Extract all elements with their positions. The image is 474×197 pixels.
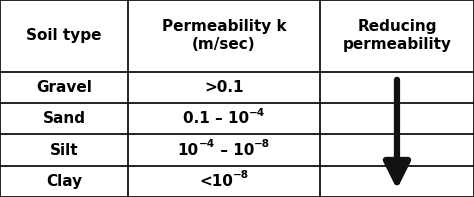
Text: −4: −4: [249, 108, 265, 118]
Text: Reducing
permeability: Reducing permeability: [343, 20, 451, 52]
Text: 0.1 – 10: 0.1 – 10: [183, 111, 249, 126]
Text: −4: −4: [199, 139, 215, 149]
Text: −8: −8: [254, 139, 270, 149]
Text: >0.1: >0.1: [204, 80, 244, 95]
Text: – 10: – 10: [215, 143, 254, 158]
Text: 10: 10: [178, 143, 199, 158]
Text: <10: <10: [199, 174, 233, 189]
Text: Silt: Silt: [50, 143, 78, 158]
Text: −8: −8: [233, 170, 249, 180]
Text: Clay: Clay: [46, 174, 82, 189]
Text: Sand: Sand: [43, 111, 85, 126]
Text: Soil type: Soil type: [26, 28, 102, 44]
Text: Permeability k
(m/sec): Permeability k (m/sec): [162, 20, 286, 52]
Text: Gravel: Gravel: [36, 80, 92, 95]
